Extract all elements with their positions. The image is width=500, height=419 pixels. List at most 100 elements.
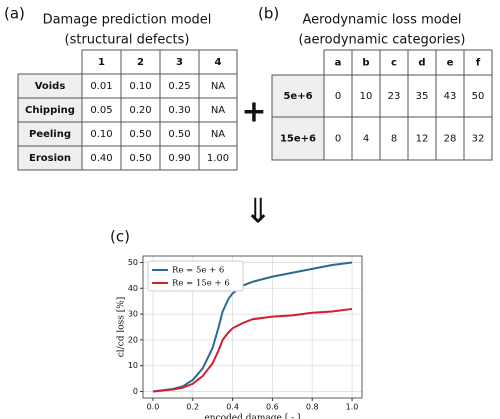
y-tick-label: 0: [133, 387, 138, 396]
header-cell: [463, 49, 493, 76]
plus-sign: +: [241, 95, 266, 130]
y-tick-label: 40: [128, 284, 138, 293]
plot-frame: [142, 255, 363, 399]
cell-text: 0.30: [168, 105, 190, 116]
table-subtitle: (aerodynamic categories): [299, 33, 466, 48]
table-cell: [379, 116, 409, 161]
cell-text: 8: [391, 134, 397, 145]
table-cell: [159, 73, 200, 99]
table-cell: [407, 116, 437, 161]
x-tick-label: 0.0: [147, 403, 160, 412]
legend-label: Re = 5e + 6: [172, 266, 224, 276]
column-header: 1: [98, 57, 105, 68]
x-tick-label: 0.6: [266, 403, 279, 412]
cell-text: NA: [211, 129, 225, 140]
row-header-cell: [271, 116, 325, 161]
cell-text: 0.50: [129, 129, 151, 140]
column-header: f: [476, 58, 481, 69]
cell-text: 0.01: [90, 81, 112, 92]
row-header: Peeling: [29, 129, 71, 140]
table-cell: [463, 116, 493, 161]
row-header: 15e+6: [280, 134, 316, 145]
panel-label: (a): [4, 5, 25, 23]
cell-text: 0.50: [129, 153, 151, 164]
table-title: Aerodynamic loss model: [302, 13, 461, 28]
row-header-cell: [271, 74, 325, 118]
row-header: 5e+6: [283, 91, 312, 102]
header-cell: [198, 49, 238, 75]
column-header: a: [335, 58, 342, 69]
cell-text: 0: [335, 91, 341, 102]
line-series: [152, 261, 353, 393]
x-tick-label: 0.4: [226, 403, 239, 412]
cell-text: NA: [211, 81, 225, 92]
cell-text: 35: [416, 91, 429, 102]
cell-text: 0: [335, 134, 341, 145]
column-header: d: [418, 58, 425, 69]
legend-label: Re = 15e + 6: [172, 279, 230, 289]
table-cell: [120, 97, 161, 123]
cell-text: 4: [363, 134, 369, 145]
column-header: 3: [176, 57, 183, 68]
y-tick-label: 50: [128, 258, 138, 267]
cell-text: 28: [444, 134, 457, 145]
cell-text: 12: [416, 134, 429, 145]
header-cell: [435, 49, 465, 76]
cell-text: 0.10: [129, 81, 151, 92]
x-tick-label: 0.2: [186, 403, 199, 412]
cell-text: 23: [388, 91, 401, 102]
header-cell: [81, 49, 122, 75]
x-axis-label: encoded damage [ - ]: [204, 414, 300, 419]
cell-text: 0.10: [90, 129, 112, 140]
table-subtitle: (structural defects): [65, 33, 190, 48]
cell-text: 43: [444, 91, 457, 102]
y-axis-label: cl/cd loss [%]: [117, 297, 127, 358]
cell-text: 0.50: [168, 129, 190, 140]
cell-text: 1.00: [207, 153, 229, 164]
cell-text: 0.05: [90, 105, 112, 116]
row-header-cell: [17, 145, 83, 171]
header-cell: [379, 49, 409, 76]
row-header: Voids: [35, 81, 66, 92]
cell-text: 0.40: [90, 153, 112, 164]
column-header: b: [362, 58, 369, 69]
table-cell: [435, 74, 465, 118]
column-header: c: [391, 58, 397, 69]
table-title: Damage prediction model: [43, 13, 212, 28]
cell-text: 10: [360, 91, 373, 102]
x-tick-label: 1.0: [346, 403, 359, 412]
cell-text: 0.90: [168, 153, 190, 164]
table-cell: [351, 116, 381, 161]
table-cell: [198, 97, 238, 123]
cell-text: 50: [472, 91, 485, 102]
table-cell: [120, 121, 161, 147]
y-tick-label: 10: [128, 361, 138, 370]
cell-text: 32: [472, 134, 485, 145]
column-header: 2: [137, 57, 144, 68]
cell-text: 0.25: [168, 81, 190, 92]
legend-box: [147, 260, 244, 292]
column-header: 4: [215, 57, 222, 68]
panel-label: (b): [258, 5, 279, 23]
table-cell: [81, 145, 122, 171]
cell-text: NA: [211, 105, 225, 116]
table-cell: [463, 74, 493, 118]
row-header-cell: [17, 97, 83, 123]
y-tick-label: 20: [128, 335, 138, 344]
column-header: e: [447, 58, 454, 69]
row-header: Chipping: [25, 105, 75, 116]
y-tick-label: 30: [128, 310, 138, 319]
table-cell: [198, 121, 238, 147]
table-cell: [120, 145, 161, 171]
table-cell: [159, 145, 200, 171]
table-cell: [81, 73, 122, 99]
row-header: Erosion: [29, 153, 71, 164]
table-cell: [81, 121, 122, 147]
down-arrow: ⇓: [244, 192, 273, 232]
table-cell: [198, 145, 238, 171]
panel-label: (c): [110, 228, 130, 246]
line-series: [152, 307, 353, 393]
x-tick-label: 0.8: [306, 403, 319, 412]
cell-text: 0.20: [129, 105, 151, 116]
